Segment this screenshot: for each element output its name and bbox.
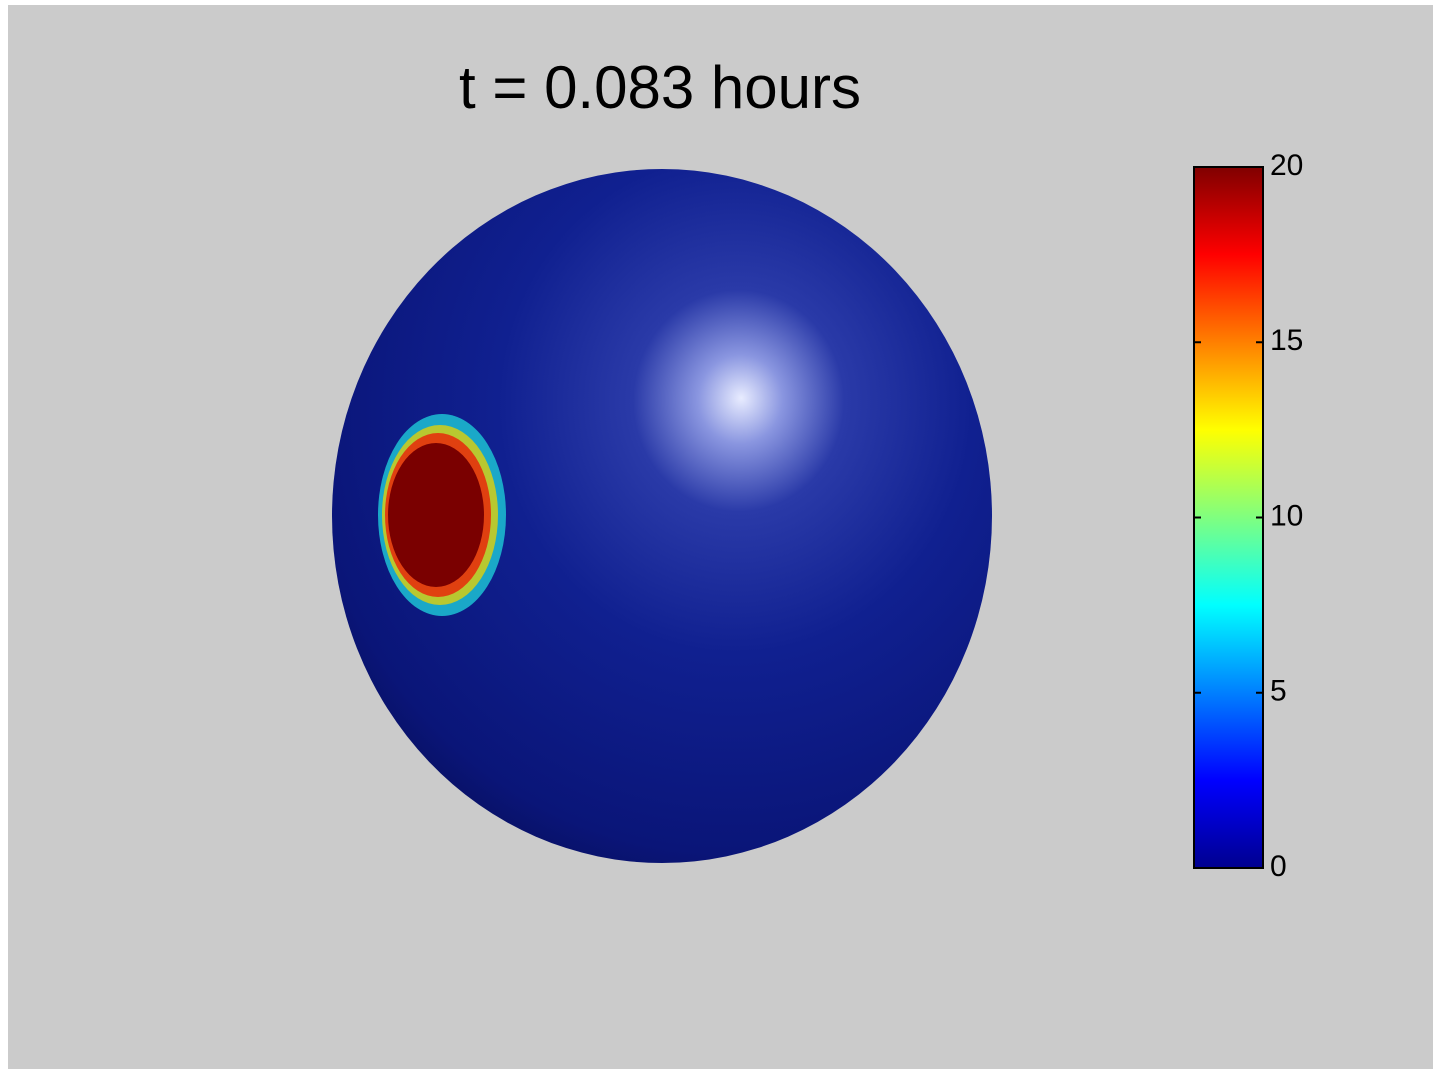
colorbar: [1193, 166, 1264, 869]
chart-title: t = 0.083 hours: [459, 54, 861, 121]
colorbar-tick-label: 20: [1270, 149, 1303, 182]
colorbar-tick-label: 10: [1270, 499, 1303, 532]
colorbar-tick-label: 15: [1270, 324, 1303, 357]
hotspot-core: [388, 443, 484, 587]
colorbar-tick-label: 0: [1270, 850, 1287, 883]
sphere: [332, 169, 992, 863]
surface: [332, 169, 992, 863]
colorbar-tick-label: 5: [1270, 675, 1287, 708]
